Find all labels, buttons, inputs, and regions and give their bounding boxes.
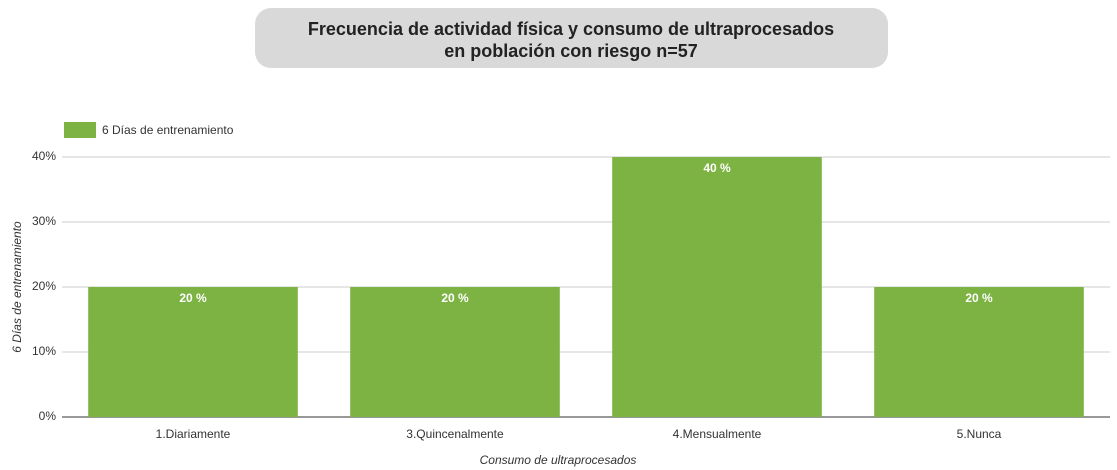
bar [350, 287, 560, 417]
y-tick-label: 20% [32, 279, 56, 293]
y-tick-label: 10% [32, 344, 56, 358]
bar [612, 157, 822, 417]
title-box [255, 8, 888, 68]
chart-title: Frecuencia de actividad física y consumo… [308, 19, 834, 39]
x-tick-label: 1.Diariamente [156, 427, 231, 441]
data-label: 20 % [179, 291, 207, 305]
legend-label: 6 Días de entrenamiento [102, 123, 234, 137]
x-tick-label: 4.Mensualmente [673, 427, 762, 441]
y-tick-label: 0% [39, 409, 57, 423]
chart-title: en población con riesgo n=57 [444, 41, 698, 61]
data-label: 40 % [703, 161, 731, 175]
bar [88, 287, 298, 417]
legend-swatch [64, 122, 96, 138]
y-axis-title: 6 Días de entrenamiento [10, 221, 24, 353]
x-tick-label: 3.Quincenalmente [406, 427, 504, 441]
data-label: 20 % [965, 291, 993, 305]
x-tick-label: 5.Nunca [957, 427, 1002, 441]
bar [874, 287, 1084, 417]
y-tick-label: 40% [32, 149, 56, 163]
y-tick-label: 30% [32, 214, 56, 228]
data-label: 20 % [441, 291, 469, 305]
x-axis-title: Consumo de ultraprocesados [480, 453, 637, 467]
